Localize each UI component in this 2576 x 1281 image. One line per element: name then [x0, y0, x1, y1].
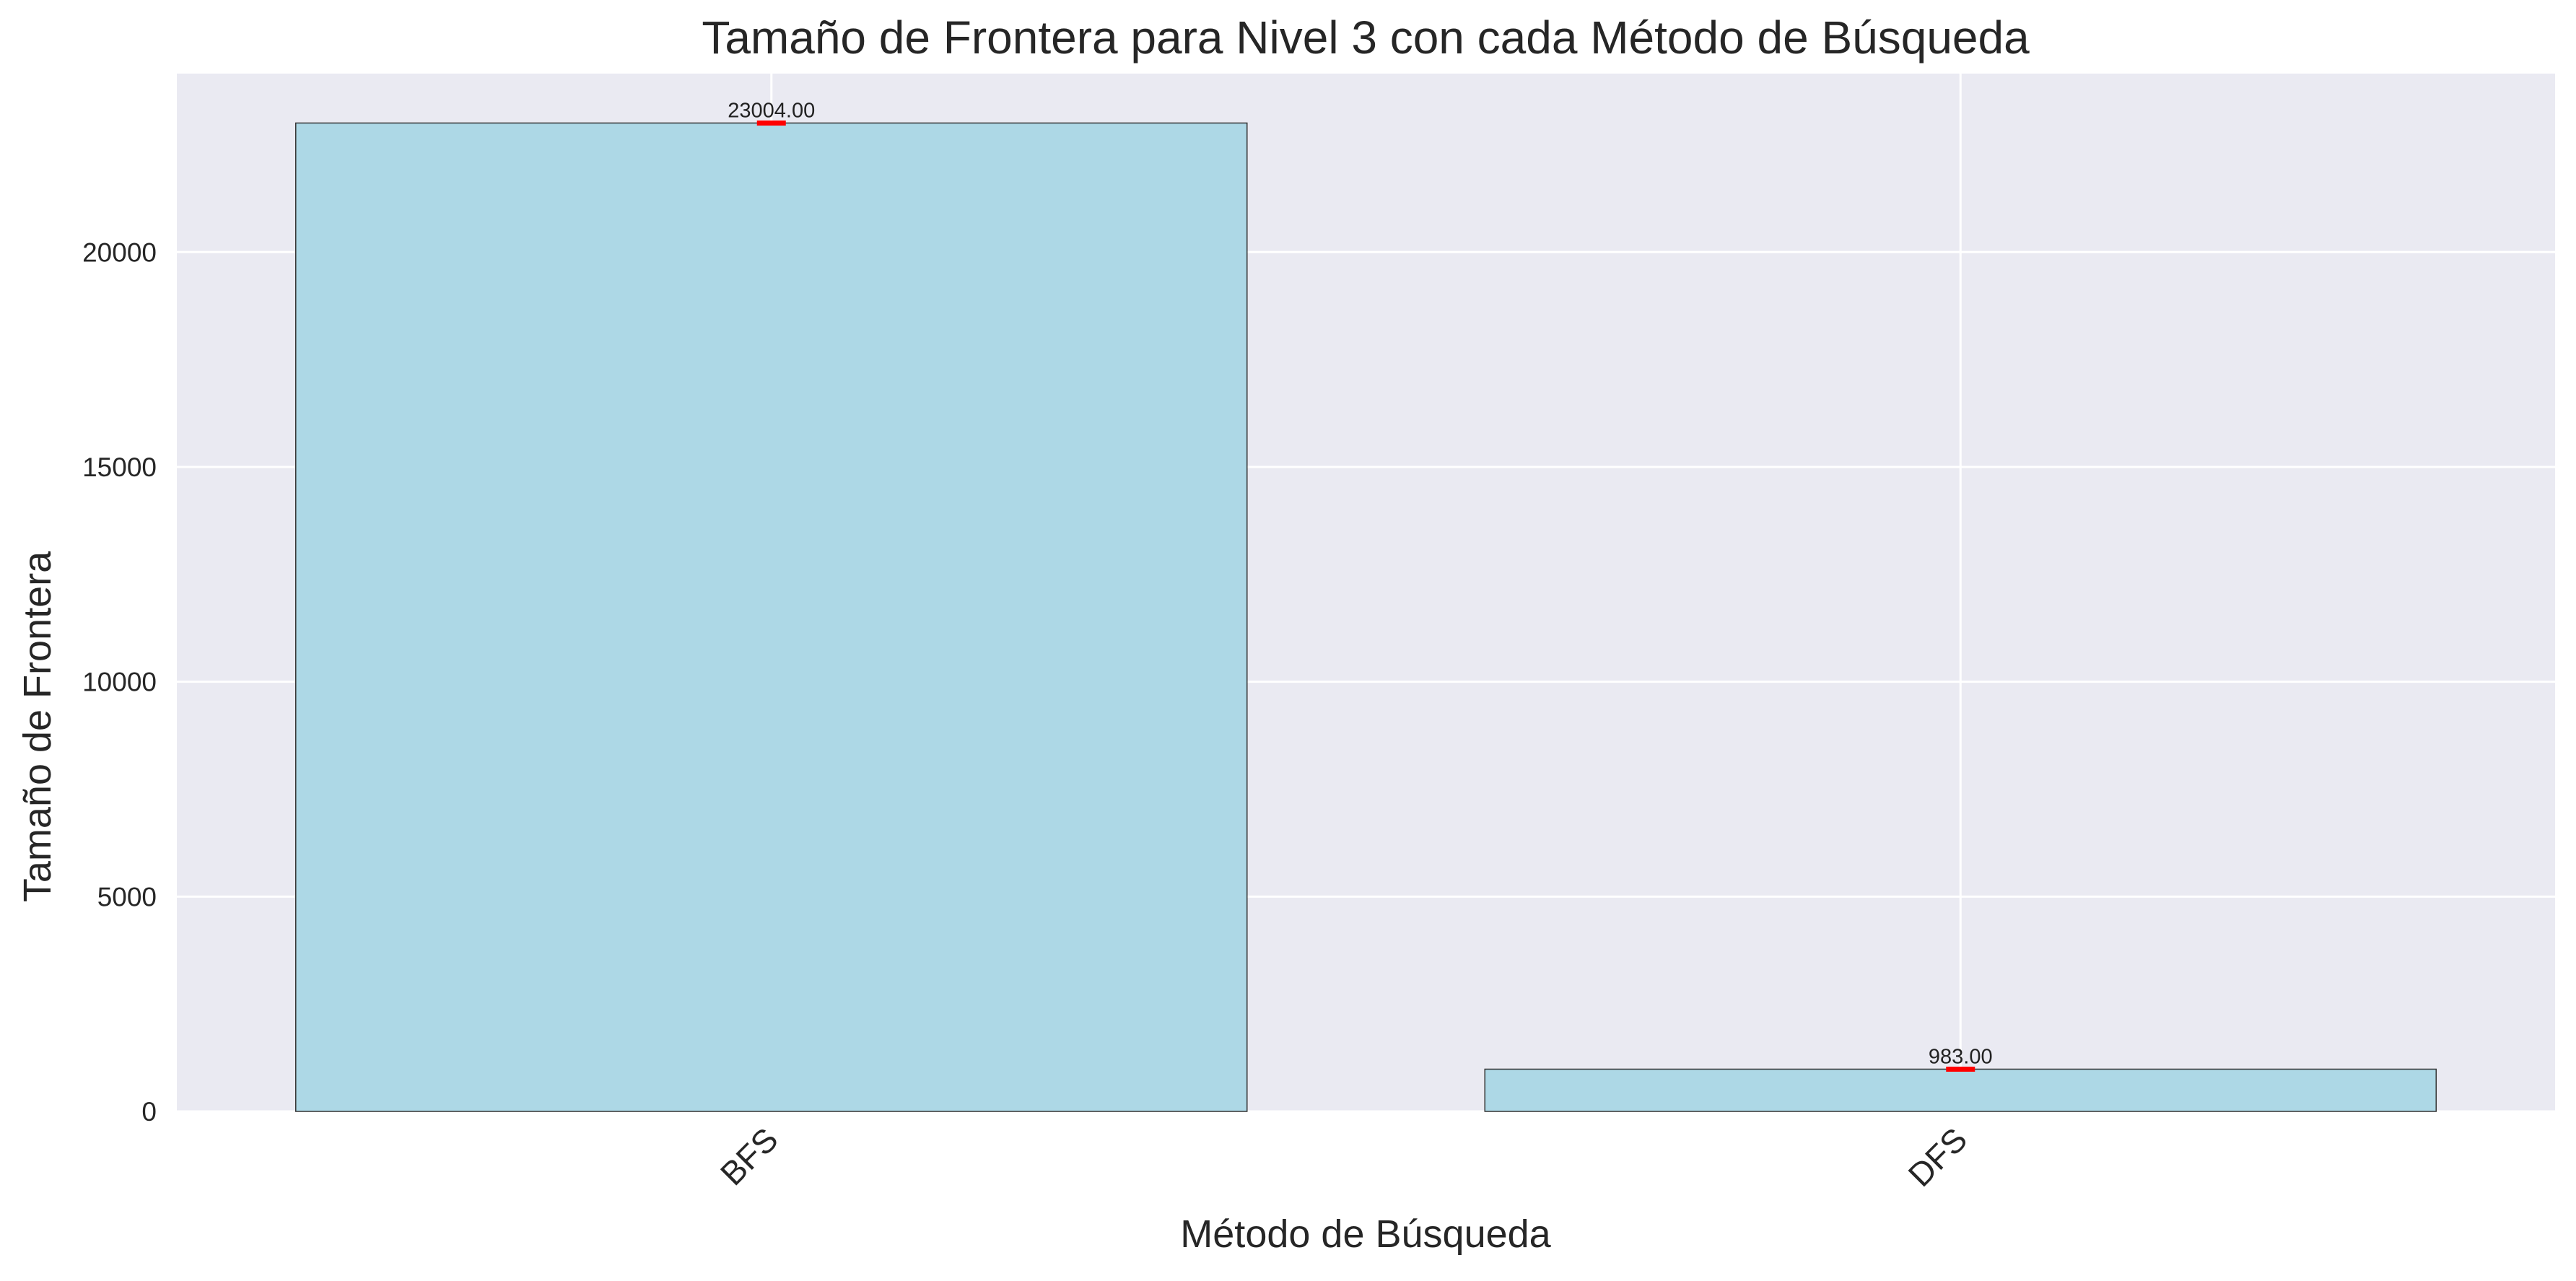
- bars-layer: 23004.00 983.00: [295, 99, 2437, 1112]
- y-tick-label: 15000: [82, 452, 157, 482]
- bar-bfs: [295, 122, 1248, 1112]
- x-tick-label: DFS: [1900, 1120, 1974, 1194]
- bar-dfs: [1484, 1068, 2437, 1112]
- y-tick-label: 5000: [97, 882, 157, 911]
- y-axis-label: Tamaño de Frontera: [16, 551, 59, 902]
- data-label: 983.00: [1929, 1045, 1993, 1068]
- x-tick-label: BFS: [713, 1120, 785, 1192]
- x-axis-ticks: BFS DFS: [713, 1120, 1975, 1194]
- y-tick-label: 20000: [82, 237, 157, 267]
- data-label: 23004.00: [728, 99, 815, 122]
- y-tick-label: 10000: [82, 668, 157, 697]
- x-axis-label: Método de Búsqueda: [1180, 1212, 1551, 1256]
- y-tick-label: 0: [141, 1097, 157, 1127]
- y-axis-ticks: 0 5000 10000 15000 20000: [82, 237, 157, 1127]
- chart-title: Tamaño de Frontera para Nivel 3 con cada…: [702, 12, 2030, 64]
